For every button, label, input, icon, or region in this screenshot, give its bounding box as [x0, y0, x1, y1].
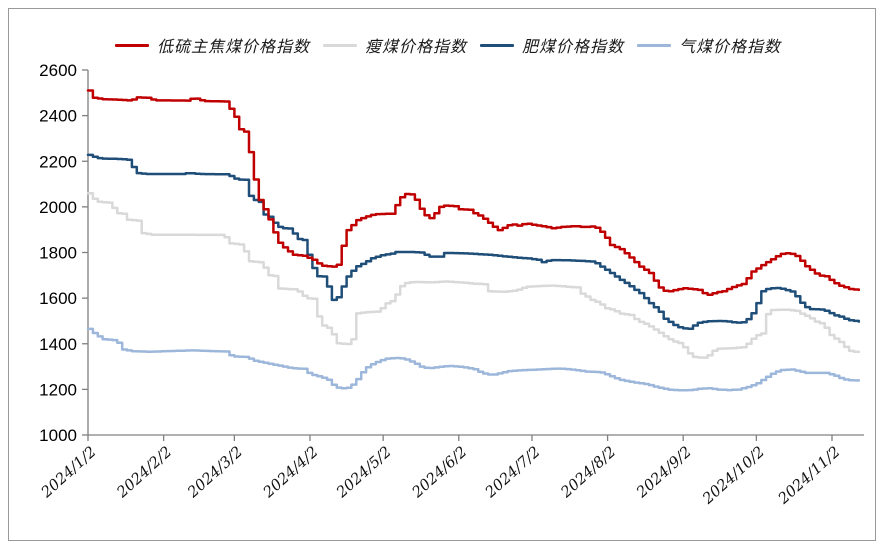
y-axis-tick-label: 2200 — [39, 152, 77, 171]
x-axis-tick-label: 2024/5/2 — [332, 443, 395, 502]
legend-item-low-sulfur-coking-coal: 低硫主焦煤价格指数 — [114, 33, 310, 57]
legend-line-swatch — [114, 43, 149, 47]
line-low-sulfur-coking-coal — [86, 89, 861, 296]
legend-item-fat-coal: 肥煤价格指数 — [480, 33, 624, 57]
y-axis-tick-label: 1400 — [39, 335, 77, 354]
line-gas-coal — [86, 327, 861, 392]
x-axis-tick-label: 2024/1/2 — [37, 443, 100, 502]
x-axis-tick-label: 2024/4/2 — [259, 443, 322, 502]
chart-border-frame — [8, 8, 876, 541]
y-axis-tick-label: 1600 — [39, 289, 77, 308]
legend: 低硫主焦煤价格指数 瘦煤价格指数 肥煤价格指数 气煤价格指数 — [30, 33, 866, 57]
x-axis-tick-label: 2024/9/2 — [632, 443, 695, 502]
x-axis-tick-label: 2024/7/2 — [481, 443, 544, 502]
y-axis-tick-label: 2400 — [39, 107, 77, 126]
legend-item-gas-coal: 气煤价格指数 — [637, 33, 781, 57]
x-axis-tick-label: 2024/10/2 — [698, 443, 768, 509]
x-axis-tick-label: 2024/3/2 — [183, 443, 246, 502]
y-axis-tick-label: 2600 — [39, 61, 77, 80]
legend-label: 肥煤价格指数 — [522, 37, 625, 56]
x-axis-tick-label: 2024/2/2 — [112, 443, 175, 502]
legend-label: 气煤价格指数 — [679, 37, 782, 56]
x-axis-tick-label: 2024/11/2 — [774, 443, 844, 509]
legend-label: 低硫主焦煤价格指数 — [156, 37, 310, 56]
y-axis-tick-label: 1200 — [39, 380, 77, 399]
line-lean-coal — [86, 191, 861, 359]
legend-line-swatch — [322, 43, 357, 47]
legend-label: 瘦煤价格指数 — [364, 37, 467, 56]
legend-line-swatch — [637, 43, 672, 47]
line-fat-coal — [86, 153, 861, 330]
y-axis-tick-label: 2000 — [39, 198, 77, 217]
legend-item-lean-coal: 瘦煤价格指数 — [322, 33, 467, 57]
y-axis-tick-label: 1800 — [39, 244, 77, 263]
legend-line-swatch — [480, 43, 514, 47]
x-axis-tick-label: 2024/6/2 — [408, 443, 471, 502]
y-axis-tick-label: 1000 — [39, 426, 77, 445]
x-axis-tick-label: 2024/8/2 — [556, 443, 619, 502]
